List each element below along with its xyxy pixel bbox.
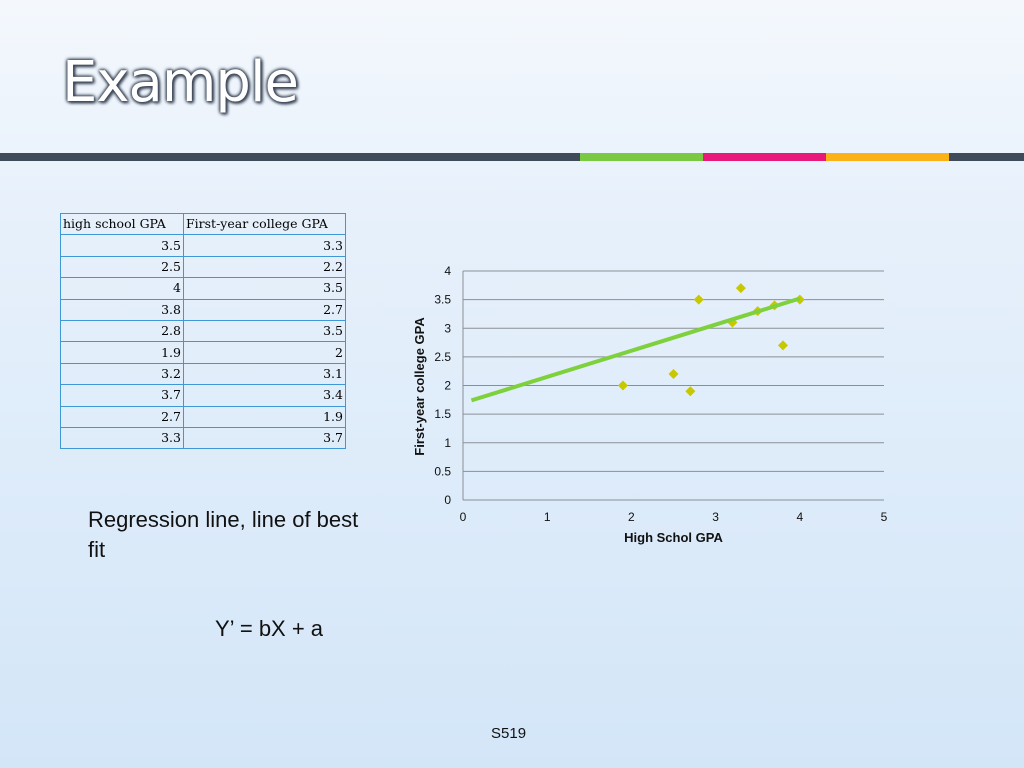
- x-tick-label: 4: [796, 510, 803, 524]
- y-tick-label: 0.5: [434, 464, 451, 478]
- accent-pink: [703, 153, 826, 161]
- college-gpa-cell: 3.5: [183, 319, 346, 343]
- data-point: [777, 340, 788, 351]
- y-tick-label: 1: [444, 436, 451, 450]
- regression-line: [470, 296, 801, 403]
- x-tick-label: 1: [544, 510, 551, 524]
- accent-orange: [826, 153, 949, 161]
- x-tick-label: 0: [460, 510, 467, 524]
- regression-equation: Y’ = bX + a: [215, 616, 324, 641]
- hs-gpa-cell: 3.3: [60, 426, 184, 450]
- data-point: [735, 283, 746, 294]
- table-row: 2.7 1.9: [60, 405, 346, 428]
- gpa-table: high school GPA First-year college GPA 3…: [60, 212, 346, 450]
- y-tick-label: 3: [444, 321, 451, 335]
- data-point: [617, 380, 628, 391]
- x-axis-label: High Schol GPA: [624, 530, 723, 545]
- y-tick-label: 1.5: [434, 407, 451, 421]
- y-tick-label: 2.5: [434, 350, 451, 364]
- x-tick-label: 3: [712, 510, 719, 524]
- x-tick-label: 5: [881, 510, 888, 524]
- table-row: 2.5 2.2: [60, 255, 346, 279]
- title-divider-bar: [0, 153, 1024, 161]
- table-row: 3.3 3.7: [60, 426, 346, 450]
- hs-gpa-cell: 3.2: [60, 362, 184, 386]
- college-gpa-cell: 3.7: [183, 426, 346, 450]
- data-point: [693, 294, 704, 305]
- table-row: 3.5 3.3: [60, 234, 346, 257]
- y-axis-label: First-year college GPA: [412, 317, 427, 456]
- y-tick-label: 0: [444, 493, 451, 507]
- y-tick-label: 3.5: [434, 293, 451, 307]
- slide-footer: S519: [491, 725, 527, 742]
- data-point: [668, 369, 679, 380]
- slide-title: Example: [62, 50, 299, 115]
- accent-green: [580, 153, 703, 161]
- table-row: 3.7 3.4: [60, 384, 346, 407]
- data-point: [685, 386, 696, 397]
- y-tick-label: 4: [444, 264, 451, 278]
- regression-caption: Regression line, line of best fit: [88, 507, 359, 562]
- y-tick-label: 2: [444, 379, 451, 393]
- x-tick-label: 2: [628, 510, 635, 524]
